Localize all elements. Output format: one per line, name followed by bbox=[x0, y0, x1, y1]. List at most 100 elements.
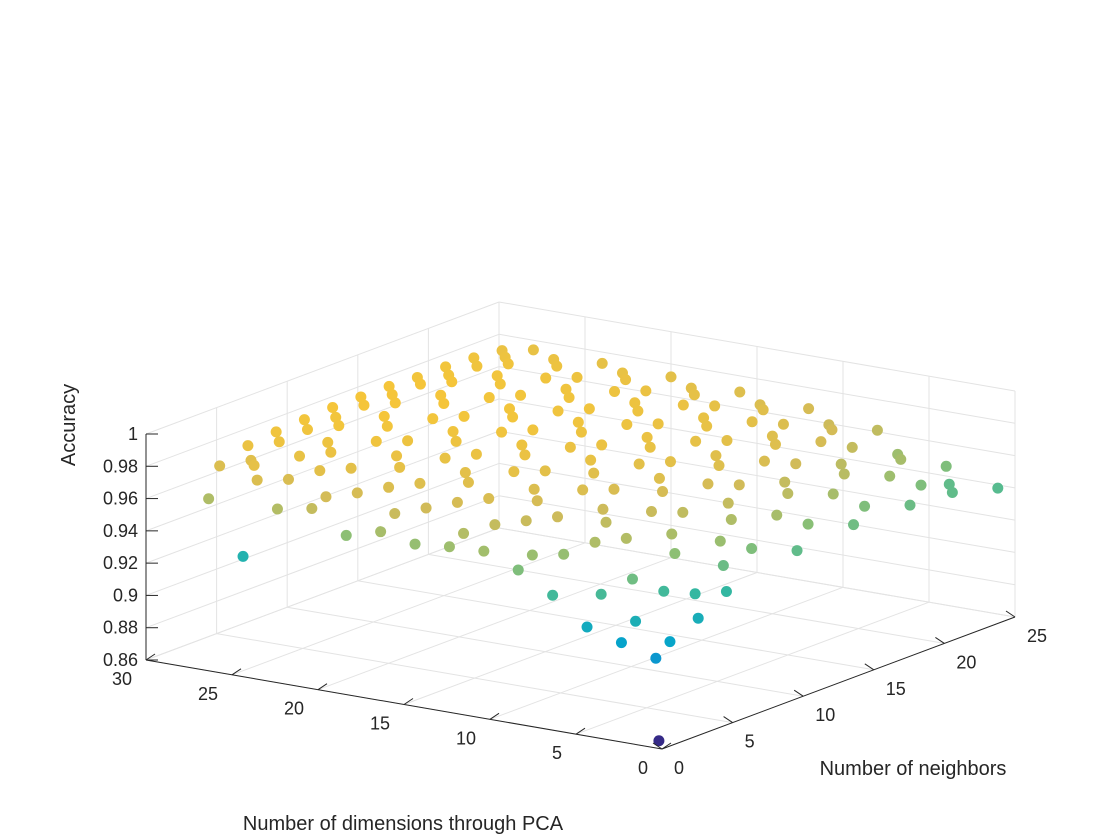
data-point bbox=[640, 385, 652, 397]
y-tick-label: 30 bbox=[112, 669, 132, 689]
data-point bbox=[615, 637, 627, 649]
z-tick-label: 0.88 bbox=[103, 618, 138, 638]
data-point bbox=[632, 405, 644, 417]
data-point bbox=[769, 438, 781, 450]
data-point bbox=[298, 414, 310, 426]
data-point bbox=[375, 526, 387, 538]
data-point bbox=[992, 482, 1004, 494]
side-wall-grid-z bbox=[498, 333, 1016, 424]
data-point bbox=[583, 403, 595, 415]
data-point bbox=[370, 435, 382, 447]
data-point bbox=[701, 420, 713, 432]
x-tick-label: 0 bbox=[674, 758, 684, 778]
data-point bbox=[563, 392, 575, 404]
data-point bbox=[507, 411, 519, 423]
data-point bbox=[734, 386, 746, 398]
data-point bbox=[560, 383, 572, 395]
data-point bbox=[552, 405, 564, 417]
data-point bbox=[447, 426, 459, 438]
data-point bbox=[859, 500, 871, 512]
back-wall-grid-z bbox=[145, 527, 500, 661]
data-point bbox=[721, 435, 733, 447]
data-point bbox=[884, 470, 896, 482]
data-point bbox=[746, 416, 758, 428]
data-point bbox=[527, 344, 539, 356]
z-tick-label: 0.9 bbox=[113, 585, 138, 605]
z-tick-label: 0.86 bbox=[103, 650, 138, 670]
data-point bbox=[471, 360, 483, 372]
y-tick-mark bbox=[403, 698, 414, 705]
data-point bbox=[439, 452, 451, 464]
y-tick-label: 15 bbox=[370, 714, 390, 734]
data-point bbox=[483, 392, 495, 404]
y-tick-mark bbox=[575, 727, 586, 735]
data-point bbox=[526, 549, 538, 561]
data-point bbox=[427, 413, 439, 425]
data-point bbox=[758, 455, 770, 467]
data-point bbox=[237, 550, 249, 562]
x-axis-ticks: 0 5 10 15 20 25 bbox=[652, 610, 1047, 778]
back-wall-grid-z bbox=[145, 495, 500, 629]
data-point bbox=[438, 398, 450, 410]
data-point bbox=[585, 454, 597, 466]
data-point bbox=[520, 515, 532, 527]
data-point bbox=[641, 431, 653, 443]
x-tick-mark bbox=[1005, 610, 1016, 618]
data-point bbox=[835, 458, 847, 470]
side-wall-grid-z bbox=[498, 398, 1016, 489]
data-point bbox=[572, 416, 584, 428]
x-tick-mark bbox=[652, 742, 663, 750]
x-tick-label: 20 bbox=[956, 652, 976, 672]
data-point bbox=[650, 652, 662, 664]
data-point bbox=[491, 370, 503, 382]
data-point bbox=[409, 538, 421, 550]
data-point bbox=[757, 404, 769, 416]
data-point bbox=[626, 573, 638, 585]
data-point bbox=[314, 465, 326, 477]
data-point bbox=[709, 400, 721, 412]
data-point bbox=[443, 541, 455, 553]
data-point bbox=[581, 621, 593, 633]
data-point bbox=[540, 372, 552, 384]
data-point bbox=[242, 440, 254, 452]
data-point bbox=[378, 410, 390, 422]
back-wall-grid-z bbox=[145, 398, 500, 532]
data-point bbox=[547, 589, 559, 601]
data-point bbox=[815, 436, 827, 448]
data-point bbox=[435, 389, 447, 401]
data-point bbox=[527, 424, 539, 436]
data-point bbox=[692, 612, 704, 624]
data-point bbox=[665, 371, 677, 383]
data-point bbox=[658, 585, 670, 597]
data-point bbox=[383, 380, 395, 392]
z-tick-label: 1 bbox=[128, 424, 138, 444]
side-wall-grid-z bbox=[498, 495, 1016, 586]
data-point bbox=[478, 545, 490, 557]
data-point bbox=[652, 418, 664, 430]
data-point bbox=[539, 465, 551, 477]
data-point bbox=[633, 458, 645, 470]
y-axis-label: Number of dimensions through PCA bbox=[243, 813, 564, 835]
side-wall-grid-z bbox=[498, 301, 1016, 392]
data-point bbox=[596, 357, 608, 369]
data-point bbox=[677, 506, 689, 518]
data-point bbox=[381, 420, 393, 432]
y-tick-mark bbox=[317, 683, 328, 691]
data-point bbox=[657, 485, 669, 497]
data-point bbox=[203, 493, 215, 505]
data-point bbox=[552, 511, 564, 523]
data-point bbox=[690, 435, 702, 447]
data-point bbox=[600, 516, 612, 528]
floor-grid-y bbox=[489, 586, 844, 720]
data-point bbox=[294, 450, 306, 462]
data-point bbox=[389, 507, 401, 519]
data-points bbox=[203, 344, 1004, 747]
data-point bbox=[620, 374, 632, 386]
data-point bbox=[483, 492, 495, 504]
back-wall-grid-z bbox=[145, 366, 500, 500]
data-point bbox=[345, 462, 357, 474]
data-point bbox=[666, 528, 678, 540]
data-point bbox=[608, 483, 620, 495]
data-point bbox=[588, 467, 600, 479]
y-tick-label: 20 bbox=[284, 699, 304, 719]
